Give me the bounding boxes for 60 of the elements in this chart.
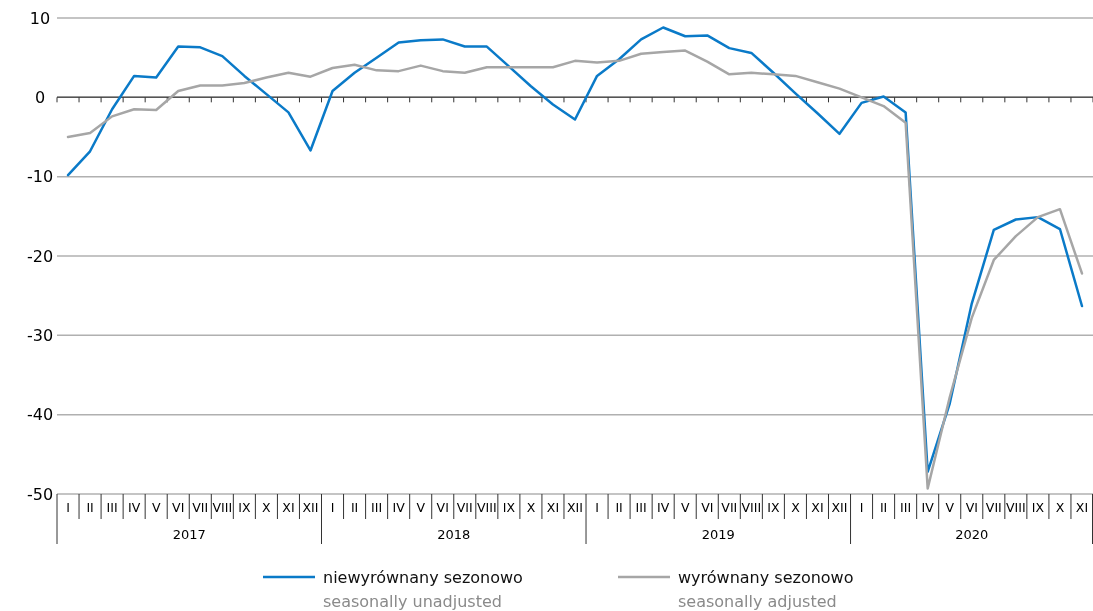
- x-tick-label: III: [371, 500, 383, 516]
- x-tick-label: XII: [302, 500, 319, 516]
- x-tick-label: X: [526, 500, 536, 516]
- y-tick-label: -50: [26, 484, 54, 504]
- x-tick-label: IX: [1031, 500, 1045, 516]
- x-tick-label: XII: [831, 500, 848, 516]
- x-tick-label: IX: [238, 500, 251, 516]
- x-tick-label: II: [86, 500, 94, 516]
- x-tick-label: V: [151, 500, 161, 516]
- x-tick-label: XI: [811, 500, 824, 516]
- x-tick-label: II: [350, 500, 359, 516]
- x-tick-label: IX: [502, 500, 516, 516]
- x-tick-label: III: [635, 500, 647, 516]
- text: 2020: [955, 526, 989, 542]
- x-tick-label: X: [262, 500, 272, 516]
- x-tick-label: X: [791, 500, 801, 516]
- x-tick-label: I: [66, 500, 70, 516]
- x-tick-label: VI: [172, 500, 185, 516]
- x-tick-label: II: [615, 500, 623, 516]
- x-tick-label: IX: [767, 500, 780, 516]
- y-tick-label: -10: [26, 167, 54, 187]
- text: 2017: [172, 526, 206, 542]
- x-tick-label: VIII: [212, 500, 233, 516]
- legend-label: niewyrównany sezonowo seasonally unadjusted: [323, 567, 523, 611]
- legend-label: wyrównany sezonowo seasonally adjusted: [678, 567, 854, 611]
- x-tick-label: VI: [436, 500, 449, 516]
- x-tick-label: VIII: [477, 500, 497, 516]
- x-tick-label: VII: [985, 500, 1002, 516]
- y-tick-label: -20: [26, 246, 54, 266]
- text: 2019: [701, 526, 735, 542]
- x-tick-label: I: [595, 500, 599, 516]
- x-tick-label: XI: [546, 500, 560, 516]
- x-tick-label: XII: [567, 500, 583, 516]
- x-tick-label: V: [680, 500, 690, 516]
- x-tick-label: VII: [192, 500, 209, 516]
- x-tick-label: XI: [1075, 500, 1089, 516]
- x-tick-label: X: [1055, 500, 1065, 516]
- x-tick-label: III: [900, 500, 912, 516]
- x-tick-label: V: [416, 500, 426, 516]
- x-tick-label: IV: [392, 500, 406, 516]
- x-tick-label: VII: [721, 500, 738, 516]
- x-tick-label: V: [945, 500, 955, 516]
- y-tick-label: -40: [26, 405, 54, 425]
- x-tick-label: I: [859, 500, 864, 516]
- text: 2018: [437, 526, 471, 542]
- x-tick-label: I: [330, 500, 335, 516]
- x-tick-label: III: [106, 500, 118, 516]
- x-tick-label: IV: [921, 500, 935, 516]
- x-tick-label: VII: [456, 500, 473, 516]
- x-tick-label: IV: [128, 500, 141, 516]
- x-tick-label: VI: [701, 500, 714, 516]
- y-tick-label: 10: [29, 8, 51, 28]
- x-tick-label: IV: [657, 500, 670, 516]
- x-tick-label: VIII: [741, 500, 762, 516]
- x-tick-label: VI: [965, 500, 978, 516]
- x-tick-label: II: [879, 500, 888, 516]
- x-tick-label: VIII: [1006, 500, 1026, 516]
- x-tick-label: XI: [282, 500, 295, 516]
- y-tick-label: -30: [26, 325, 54, 345]
- y-tick-label: 0: [34, 87, 46, 107]
